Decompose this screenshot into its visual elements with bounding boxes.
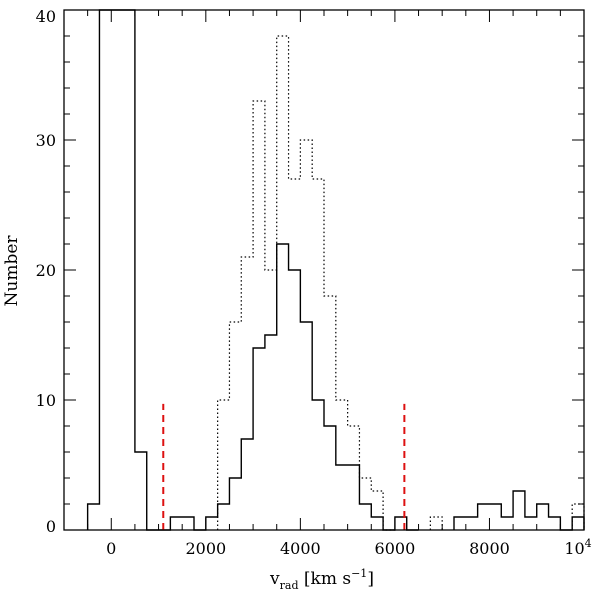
x-tick-label-10000-base: 10 (564, 539, 584, 558)
x-tick-label: 2000 (185, 539, 226, 558)
x-axis-label-close: ] (367, 569, 374, 589)
x-axis-label-main: v (269, 569, 280, 589)
x-tick-label: 6000 (375, 539, 416, 558)
histogram-solid-series (86, 9, 585, 531)
x-axis-label-subscript: rad (280, 579, 299, 590)
histogram-dotted-series (217, 35, 585, 531)
x-tick-label: 0 (106, 539, 116, 558)
y-axis-label: Number (2, 235, 22, 307)
x-tick-label: 4000 (280, 539, 321, 558)
histogram-series (86, 9, 585, 531)
x-tick-label-10000-exp: 4 (585, 537, 592, 550)
x-axis-label-units: [km s (299, 569, 352, 589)
x-axis-label: vrad [km s−1] (269, 567, 374, 590)
y-tick-label: 0 (46, 517, 56, 536)
velocity-cut-lines (162, 403, 406, 530)
x-tick-label-10000: 104 (564, 537, 591, 558)
tick-labels: 0 2000 4000 6000 8000 0 10 20 30 40 (36, 7, 510, 558)
plot-frame (63, 9, 585, 531)
y-tick-label: 30 (36, 131, 56, 150)
y-tick-label: 10 (36, 391, 56, 410)
y-tick-label: 40 (36, 7, 56, 26)
x-tick-label: 8000 (469, 539, 510, 558)
y-tick-label: 20 (36, 261, 56, 280)
x-axis-label-superscript: −1 (351, 567, 367, 580)
